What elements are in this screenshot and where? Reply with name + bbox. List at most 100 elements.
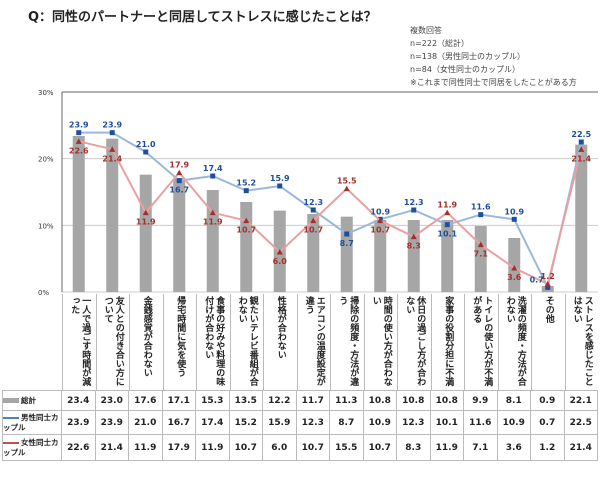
table-cell: 8.1 [496, 390, 531, 411]
table-cell: 12.3 [295, 410, 330, 435]
table-cell: 10.8 [396, 390, 431, 411]
table-cell: 1.2 [530, 434, 565, 461]
male-marker [344, 231, 350, 237]
table-cell: 15.5 [329, 434, 364, 461]
data-label: 10.1 [437, 230, 457, 239]
data-label: 0.7 [530, 275, 544, 284]
data-label: 8.7 [340, 239, 354, 248]
category-label: 洗濯の頻度・方法が合わない [497, 294, 532, 390]
legend-label: 女性同士カップル [3, 437, 59, 457]
female-marker [343, 185, 350, 192]
table-cell: 11.9 [429, 434, 464, 461]
table-cell: 11.9 [128, 434, 163, 461]
data-label: 10.7 [370, 226, 390, 235]
table-cell: 17.1 [161, 390, 196, 411]
table-cell: 10.9 [496, 410, 531, 435]
data-label: 21.4 [102, 154, 122, 163]
data-label: 22.5 [571, 130, 591, 139]
table-cell: 6.0 [262, 434, 297, 461]
data-label: 15.5 [337, 177, 357, 186]
table-row: 総計 23.4 23.0 17.6 17.1 15.3 13.5 12.2 11.7 11.3 10… [2, 390, 598, 411]
note-line: n=138（男性同士のカップル） [410, 52, 526, 61]
category-text: 帰宅時間に気を使う [175, 296, 186, 377]
table-cell: 15.9 [262, 410, 297, 435]
table-cell: 22.6 [61, 434, 96, 461]
female-marker [142, 209, 149, 216]
note-line: 複数回答 [410, 26, 442, 35]
male-marker [210, 173, 216, 179]
legend-label: 総計 [21, 395, 36, 405]
female-marker [410, 233, 417, 240]
table-cell: 10.1 [429, 410, 464, 435]
data-label: 11.9 [203, 218, 223, 227]
table-cell: 11.3 [329, 390, 364, 411]
data-label: 15.9 [270, 174, 290, 183]
data-label: 1.2 [541, 272, 555, 281]
category-text: 一人で過ごす時間が減った [69, 296, 91, 386]
table-cell: 17.4 [195, 410, 230, 435]
category-text: 性格が合わない [275, 296, 286, 359]
legend-label: 男性同士カップル [3, 412, 59, 432]
table-cell: 23.4 [61, 390, 96, 411]
category-text: 友人との付き合い方について [102, 296, 124, 386]
data-label: 15.2 [236, 179, 256, 188]
table-cell: 10.7 [362, 434, 397, 461]
table-cell: 23.0 [94, 390, 129, 411]
data-table: 総計 23.4 23.0 17.6 17.1 15.3 13.5 12.2 11.7 11.3 10… [2, 390, 598, 461]
legend-cell: 男性同士カップル [2, 410, 62, 435]
table-row: 男性同士カップル 23.9 23.9 21.0 16.7 17.4 15.2 15.9 12.3… [2, 410, 598, 435]
male-marker [411, 207, 417, 213]
table-cell: 0.9 [530, 390, 565, 411]
category-label: トイレの使い方が不満がある [464, 294, 498, 390]
table-cell: 17.6 [128, 390, 163, 411]
category-label: 友人との付き合い方について [95, 294, 130, 390]
series-line [78, 131, 583, 291]
female-marker [477, 241, 484, 248]
male-marker [243, 188, 249, 194]
category-label: ストレスを感じたことはない [564, 294, 599, 390]
category-label: 休日の過ごし方が合わない [397, 294, 431, 390]
female-marker [109, 146, 116, 152]
table-cell: 9.9 [463, 390, 498, 411]
female-marker [444, 209, 451, 216]
category-text: 時間の使い方が合わない [370, 296, 392, 386]
female-marker [310, 217, 317, 224]
table-cell: 21.4 [94, 434, 129, 461]
table-cell: 11.6 [463, 410, 498, 435]
data-label: 3.6 [507, 273, 522, 282]
table-cell: 21.0 [128, 410, 163, 435]
bar [441, 220, 454, 292]
male-marker [545, 284, 551, 290]
category-text: その他 [543, 296, 554, 323]
category-label: 金銭感覚が合わない [129, 294, 163, 390]
female-marker [243, 217, 250, 224]
table-cell: 23.9 [94, 410, 129, 435]
note-line: ※これまで同性同士で同居をしたことがある方 [410, 78, 577, 87]
category-text: ストレスを感じたことはない [571, 296, 593, 386]
bar [139, 174, 152, 292]
data-label: 10.9 [370, 207, 390, 216]
data-label: 21.0 [136, 140, 156, 149]
note-line: n=222（総計） [410, 39, 470, 48]
table-row: 女性同士カップル 22.6 21.4 11.9 17.9 11.9 10.7 6.0 10.7 1… [2, 434, 598, 461]
note-line: n=84（女性同士のカップル） [410, 65, 520, 74]
category-label: 観たいテレビ番組が合わない [229, 294, 264, 390]
female-marker [511, 265, 518, 271]
male-marker [511, 216, 517, 222]
category-label: 帰宅時間に気を使う [162, 294, 197, 390]
data-label: 10.9 [504, 207, 524, 216]
female-marker [578, 146, 585, 152]
category-label: 家事の役割分担に不満 [430, 294, 465, 390]
male-marker [444, 222, 450, 228]
bar [474, 226, 487, 292]
category-label: 性格が合わない [263, 294, 297, 390]
male-marker [578, 139, 584, 145]
data-label: 11.6 [471, 203, 491, 212]
bar [575, 144, 588, 292]
male-marker [277, 183, 283, 189]
table-cell: 23.9 [61, 410, 96, 435]
table-cell: 15.3 [195, 390, 230, 411]
category-label: その他 [531, 294, 565, 390]
table-cell: 11.9 [195, 434, 230, 461]
